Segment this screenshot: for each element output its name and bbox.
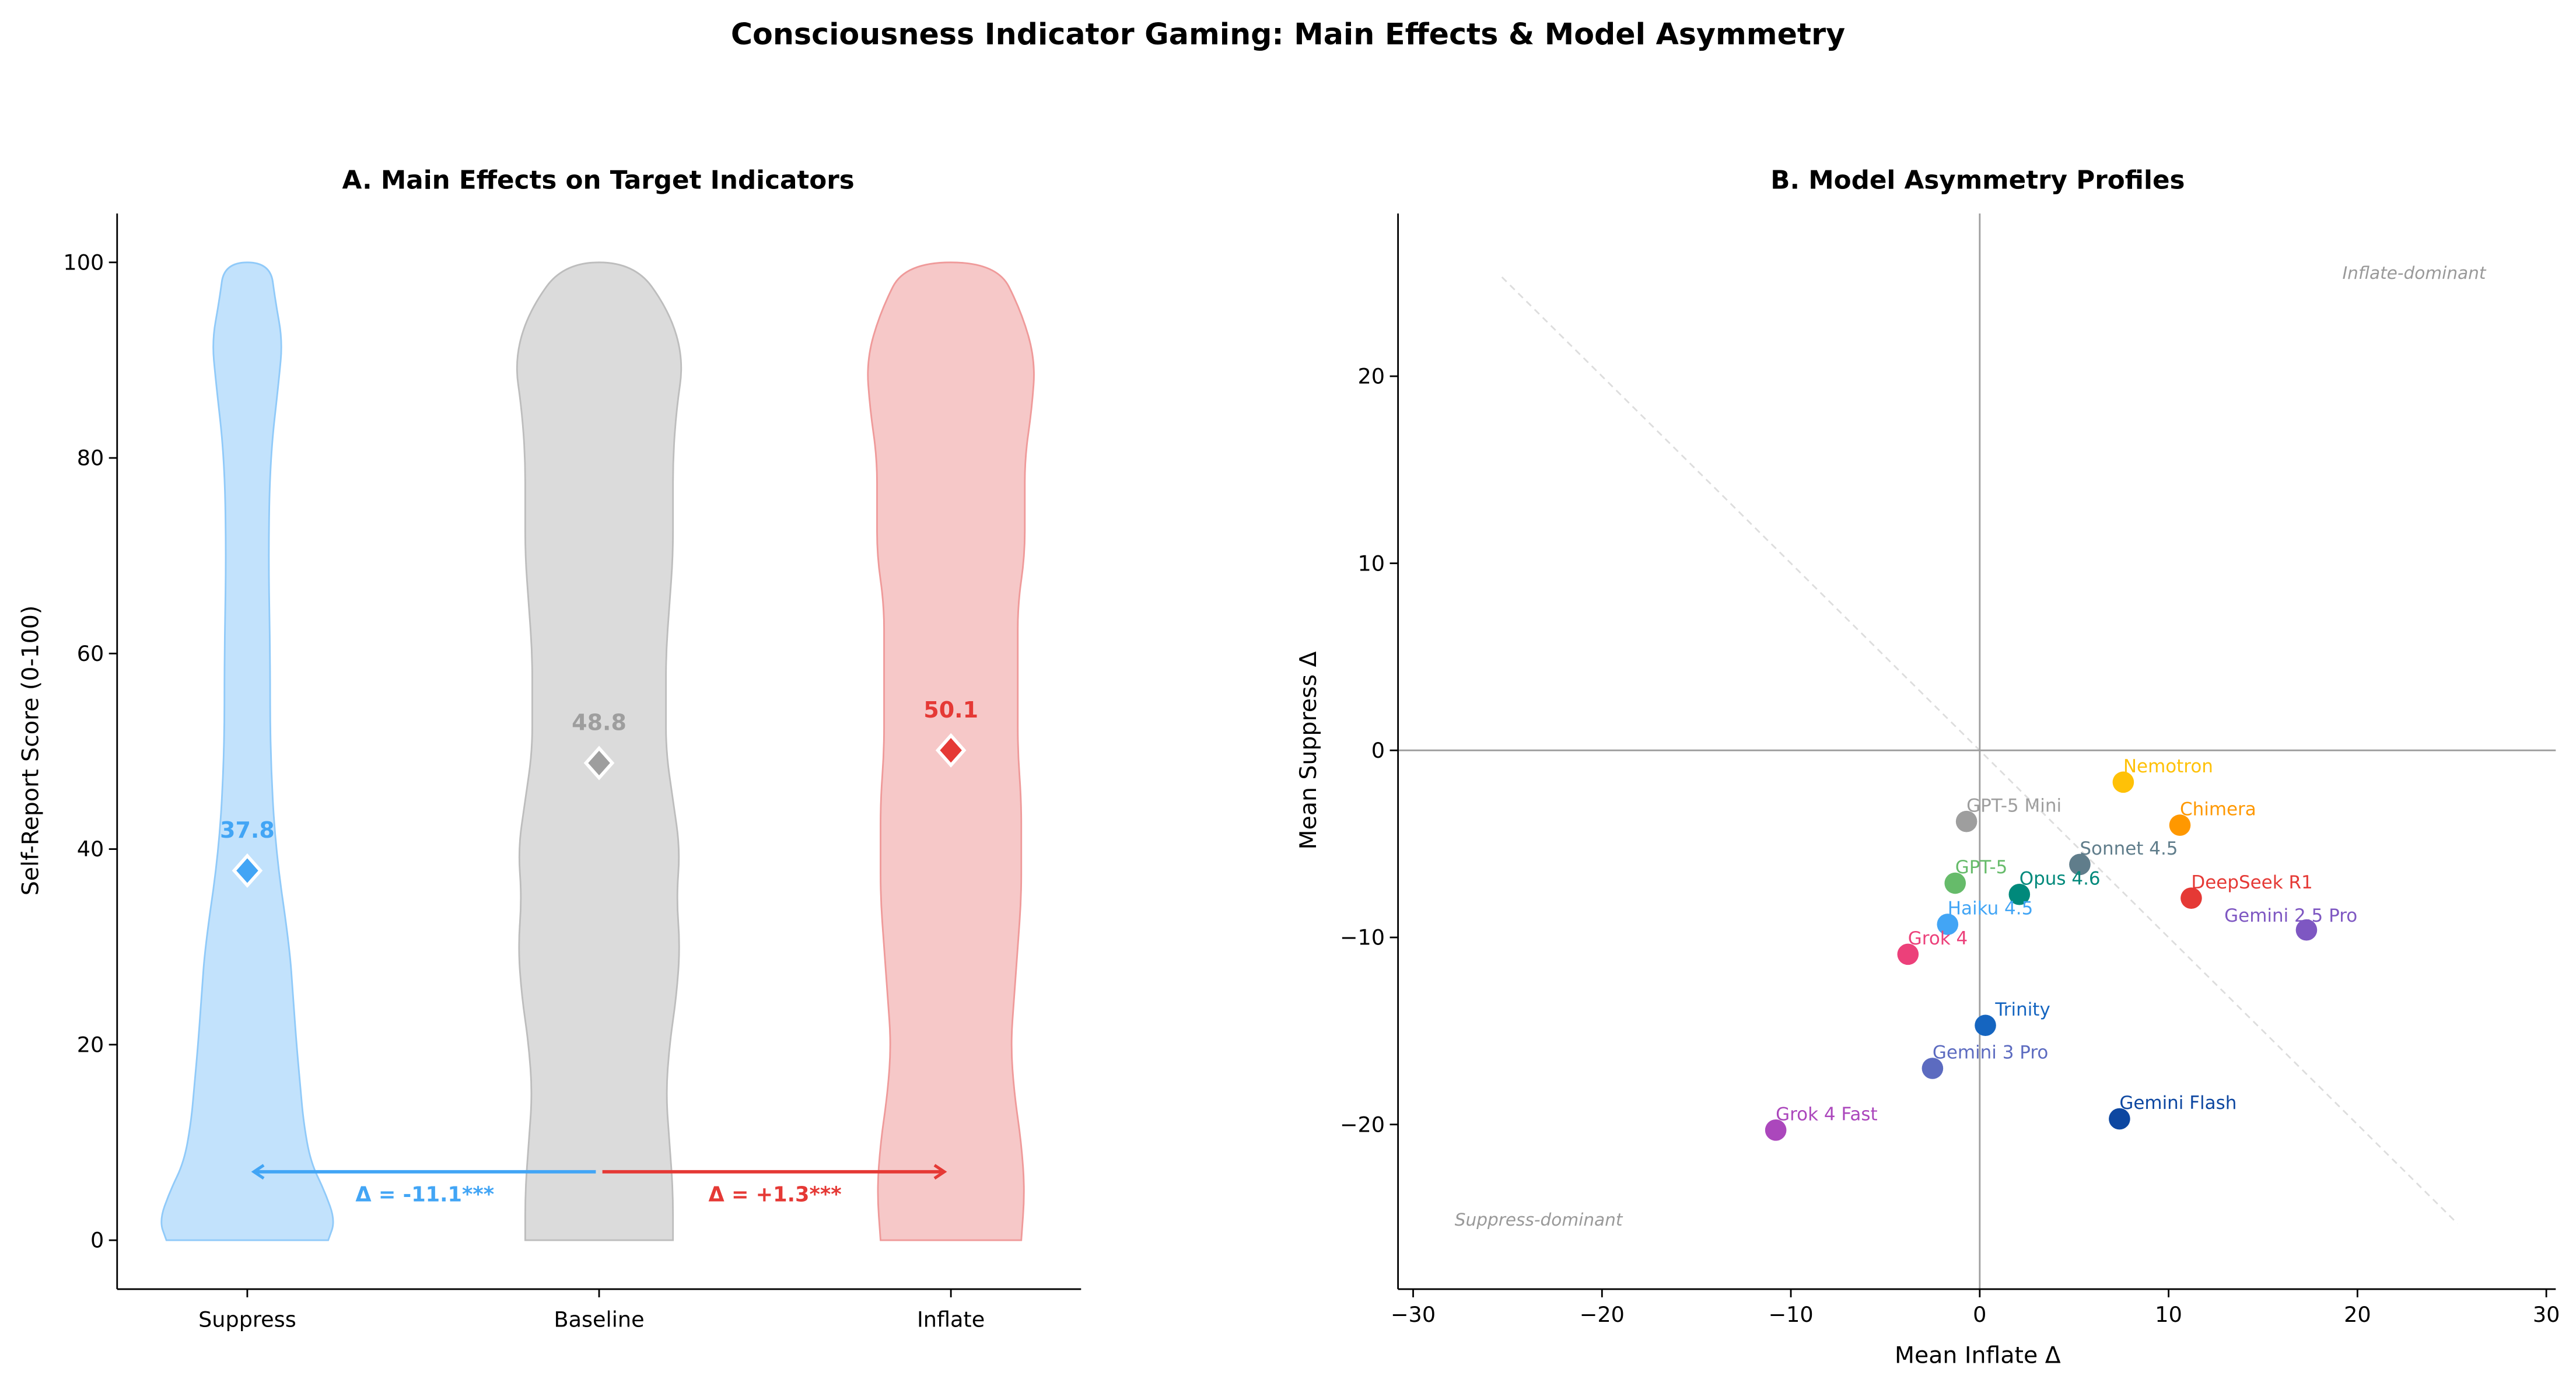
- mean-marker: [583, 746, 615, 780]
- y-tick-label: 0: [1371, 738, 1385, 763]
- model-point: [2069, 853, 2091, 876]
- y-tick-label: 100: [63, 250, 104, 275]
- model-point: [2112, 771, 2134, 793]
- model-point: [2180, 887, 2202, 909]
- model-point: [1897, 943, 1919, 965]
- y-tick-label: 80: [77, 446, 104, 471]
- panel-a-violin: A. Main Effects on Target Indicators 37.…: [18, 166, 1082, 1332]
- model-point: [2295, 919, 2318, 941]
- model-label: Trinity: [1994, 999, 2050, 1020]
- panel-a-title: A. Main Effects on Target Indicators: [342, 166, 855, 195]
- x-tick-label: 30: [2533, 1302, 2560, 1327]
- model-point: [1922, 1058, 1944, 1079]
- x-tick-label: 10: [2155, 1302, 2182, 1327]
- model-point: [2008, 883, 2031, 905]
- x-tick-label: 20: [2344, 1302, 2371, 1327]
- x-tick-label: −10: [1768, 1302, 1813, 1327]
- model-point: [2109, 1108, 2130, 1130]
- model-label: Opus 4.6: [2020, 868, 2101, 889]
- model-label: Gemini Flash: [2119, 1093, 2236, 1114]
- panel-b-ylabel: Mean Suppress Δ: [1295, 651, 1322, 849]
- panel-b-xlabel: Mean Inflate Δ: [1895, 1342, 2061, 1369]
- y-tick-label: 60: [77, 641, 104, 666]
- y-tick-label: 20: [1358, 364, 1385, 389]
- mean-marker: [232, 853, 263, 888]
- x-tick-label: 0: [1973, 1302, 1986, 1327]
- quadrant-label: Inflate-dominant: [2342, 263, 2486, 283]
- mean-label: 50.1: [923, 697, 978, 723]
- x-tick-label: −20: [1580, 1302, 1625, 1327]
- model-point: [2169, 814, 2191, 836]
- model-label: Sonnet 4.5: [2080, 838, 2178, 859]
- model-label: Haiku 4.5: [1948, 898, 2034, 919]
- x-tick-label: Inflate: [917, 1307, 985, 1332]
- panel-b-scatter: B. Model Asymmetry Profiles Inflate-domi…: [1295, 166, 2560, 1369]
- violin-suppress: [160, 261, 334, 1241]
- x-tick-label: −30: [1391, 1302, 1436, 1327]
- model-label: Gemini 3 Pro: [1933, 1042, 2048, 1063]
- panel-a-ylabel: Self-Report Score (0-100): [18, 606, 44, 895]
- mean-label: 37.8: [220, 817, 275, 843]
- y-tick-label: 0: [90, 1228, 104, 1253]
- model-point: [1944, 872, 1966, 894]
- delta-label: Δ = -11.1***: [355, 1182, 494, 1206]
- delta-label: Δ = +1.3***: [709, 1182, 842, 1206]
- panel-b-title: B. Model Asymmetry Profiles: [1770, 166, 2185, 195]
- model-label: DeepSeek R1: [2191, 872, 2312, 893]
- model-label: Grok 4: [1908, 928, 1968, 949]
- y-tick-label: 20: [77, 1032, 104, 1057]
- x-tick-label: Baseline: [554, 1307, 644, 1332]
- model-label: Grok 4 Fast: [1776, 1104, 1877, 1125]
- quadrant-label: Suppress-dominant: [1455, 1210, 1623, 1230]
- model-point: [1937, 914, 1959, 935]
- model-point: [1955, 810, 1978, 832]
- y-tick-label: 40: [77, 836, 104, 862]
- mean-marker: [935, 733, 967, 768]
- y-tick-label: −20: [1340, 1112, 1385, 1137]
- y-tick-label: −10: [1340, 925, 1385, 950]
- model-label: GPT-5 Mini: [1966, 795, 2062, 816]
- x-tick-label: Suppress: [198, 1307, 296, 1332]
- model-point: [1765, 1119, 1787, 1141]
- y-tick-label: 10: [1358, 551, 1385, 576]
- model-label: Nemotron: [2123, 756, 2213, 777]
- mean-label: 48.8: [572, 710, 626, 736]
- model-label: Chimera: [2180, 799, 2256, 820]
- model-label: Gemini 2.5 Pro: [2224, 905, 2357, 926]
- model-label: GPT-5: [1955, 857, 2008, 878]
- figure-title: Consciousness Indicator Gaming: Main Eff…: [731, 17, 1845, 51]
- model-point: [1975, 1014, 1996, 1037]
